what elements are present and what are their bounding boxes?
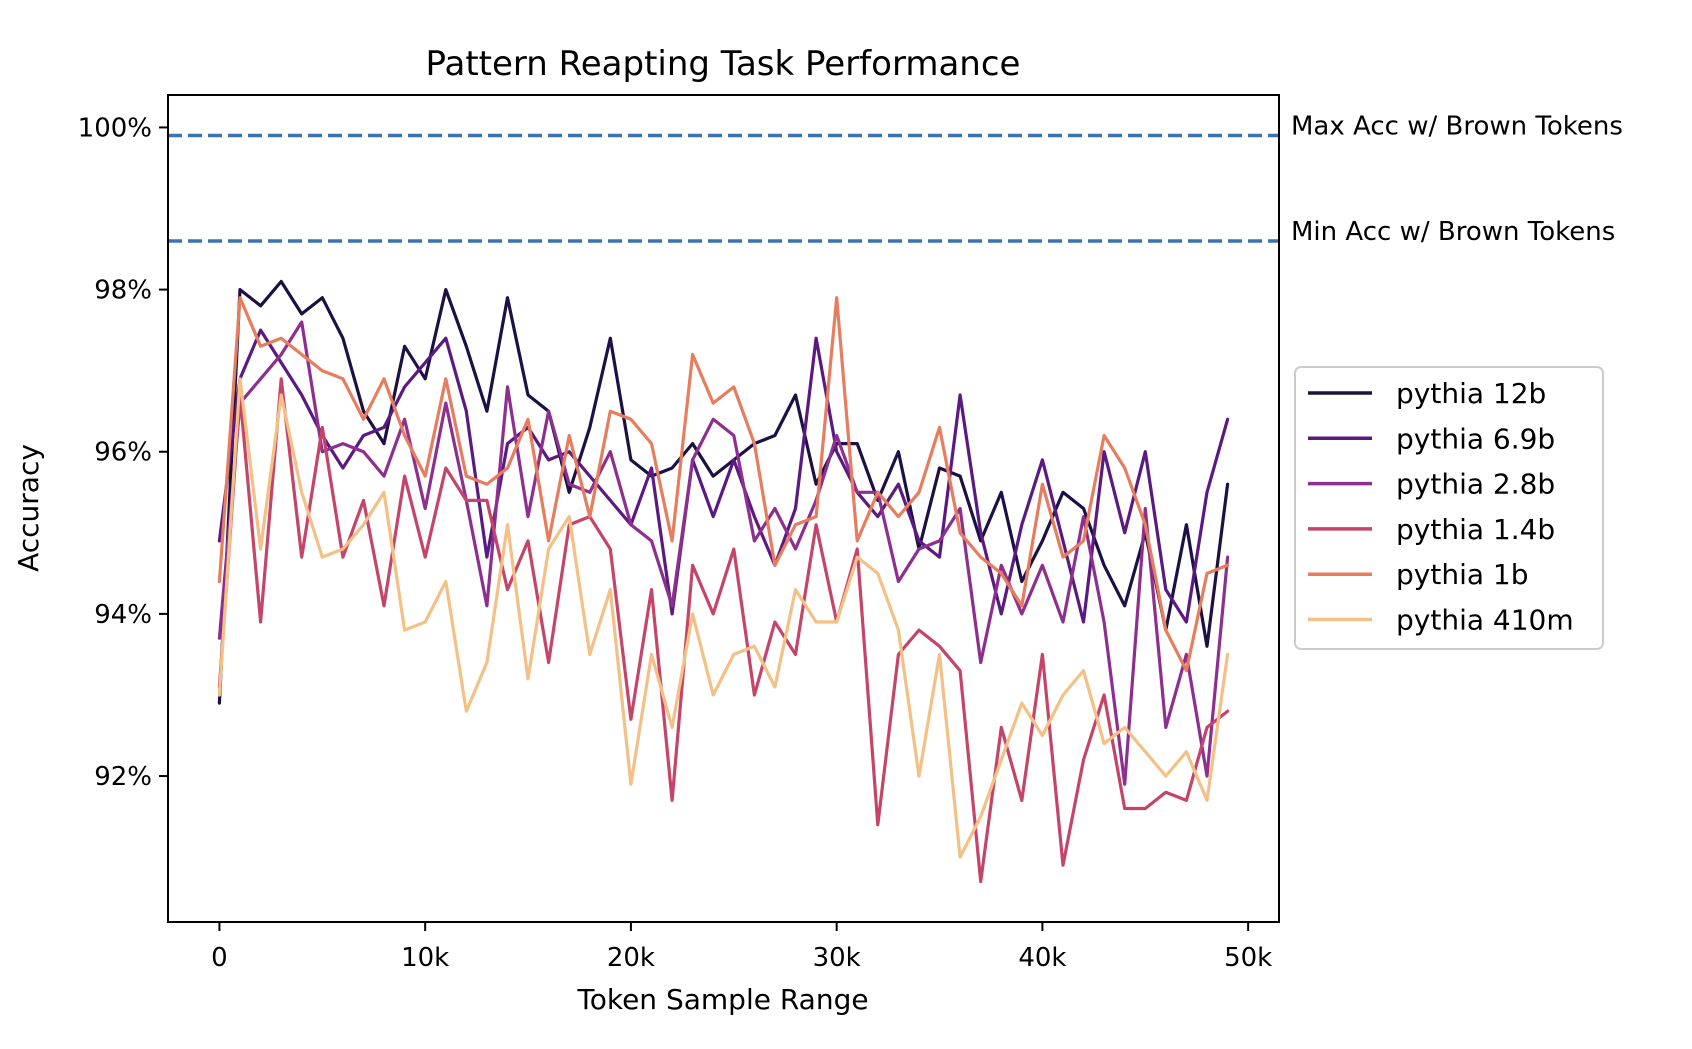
y-axis: 92% 94% 96% 98% 100% [78,113,168,792]
x-tick-label: 10k [401,943,449,973]
y-tick-label: 100% [78,113,152,143]
legend-label: pythia 1b [1396,558,1529,591]
series-lines [217,279,1230,884]
reference-line-label: Max Acc w/ Brown Tokens [1291,112,1623,142]
series-line-pythia-6-9b [217,328,1230,624]
legend-label: pythia 2.8b [1396,468,1555,501]
legend-label: pythia 1.4b [1396,513,1555,546]
x-tick-label: 40k [1018,943,1066,973]
reference-labels: Max Acc w/ Brown Tokens Min Acc w/ Brown … [1291,112,1623,247]
legend-label: pythia 410m [1396,604,1574,637]
x-axis-label: Token Sample Range [576,983,868,1016]
legend-label: pythia 6.9b [1396,422,1555,455]
series-line-pythia-2-8b [217,320,1230,786]
y-tick-label: 94% [94,600,152,630]
legend: pythia 12b pythia 6.9b pythia 2.8b pythia 1… [1294,366,1604,650]
series-line-pythia-12b [217,279,1230,705]
x-tick-label: 30k [813,943,861,973]
series-line-pythia-410m [217,377,1230,859]
series-line-pythia-1-4b [217,377,1230,884]
x-tick-label: 0 [211,943,228,973]
reference-line-label: Min Acc w/ Brown Tokens [1291,217,1615,247]
series-line-pythia-1b [217,296,1230,673]
x-tick-label: 50k [1224,943,1272,973]
y-axis-label: Accuracy [12,444,45,572]
y-tick-label: 92% [94,762,152,792]
y-tick-label: 98% [94,276,152,306]
plot-frame [167,94,1280,923]
legend-label: pythia 12b [1396,377,1546,410]
x-axis: 0 10k 20k 30k 40k 50k [211,922,1272,973]
chart-title: Pattern Reapting Task Performance [426,44,1021,84]
plot-area [167,94,1280,923]
reference-lines [168,133,1279,243]
x-tick-label: 20k [607,943,655,973]
y-tick-label: 96% [94,438,152,468]
